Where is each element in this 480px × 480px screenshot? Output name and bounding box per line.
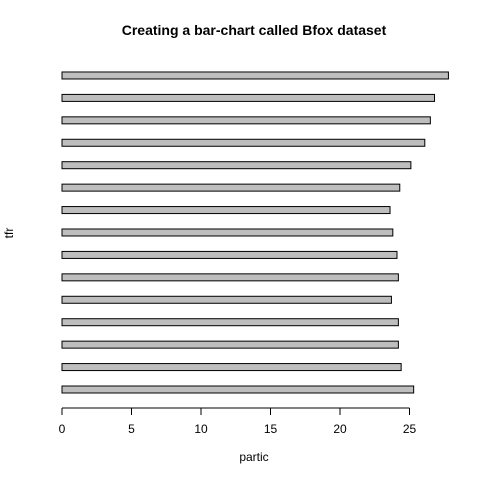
bar (61, 363, 402, 372)
x-axis: 0 5 10 15 20 25 (59, 407, 417, 436)
bar (61, 116, 431, 125)
x-tick-label: 15 (264, 422, 278, 436)
bar (61, 206, 391, 215)
y-axis-label: tfr (2, 228, 16, 239)
x-tick-label: 20 (333, 422, 347, 436)
x-axis-label: partic (239, 450, 268, 464)
bar (61, 318, 399, 327)
bar (61, 228, 394, 237)
bar (61, 250, 398, 259)
x-tick-label: 25 (403, 422, 417, 436)
x-tick-label: 5 (128, 422, 135, 436)
bar (61, 273, 399, 282)
bars-group (61, 71, 449, 394)
bar (61, 295, 392, 304)
x-tick-label: 0 (59, 422, 66, 436)
bar (61, 183, 401, 192)
bar (61, 138, 426, 147)
bar (61, 340, 399, 349)
chart-title: Creating a bar-chart called Bfox dataset (122, 22, 387, 38)
bar (61, 71, 449, 80)
bar (61, 93, 436, 102)
bar (61, 161, 412, 170)
x-tick-label: 10 (194, 422, 208, 436)
bar (61, 385, 415, 394)
